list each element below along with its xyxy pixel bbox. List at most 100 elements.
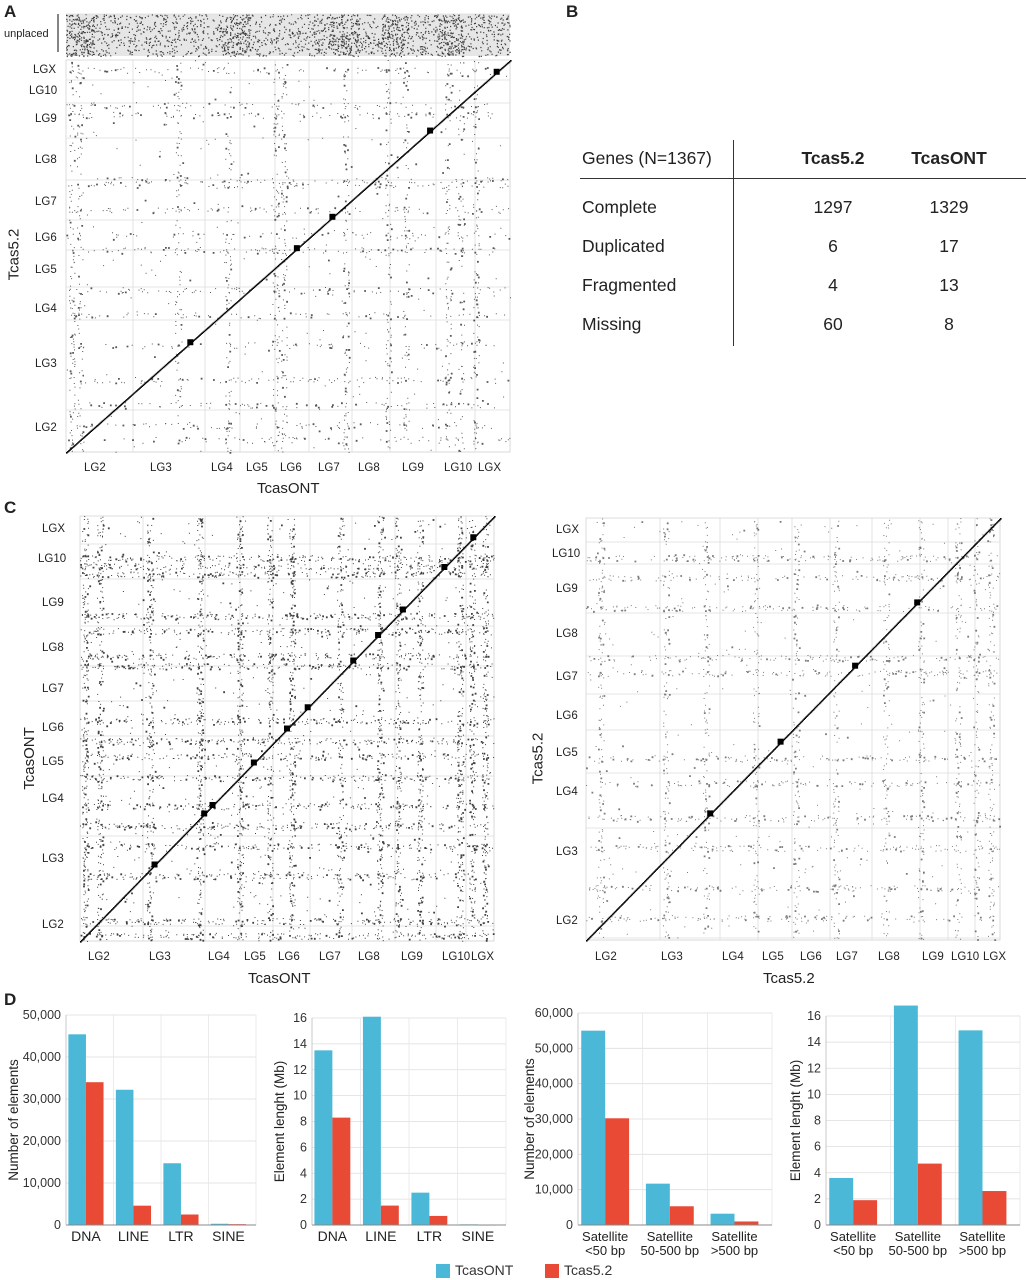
y-tick-label: 20,000 (23, 1134, 61, 1148)
legend-item-tcas52: Tcas5.2 (544, 1262, 612, 1279)
y-tick-label: 40,000 (535, 1077, 573, 1091)
y-tick-label: 6 (814, 1140, 821, 1154)
dotplot-a-ylabel: LG5 (35, 264, 57, 276)
x-tick-label: SINE (212, 1228, 245, 1244)
bar (829, 1177, 854, 1225)
dotplot-c2-ylabel: LG3 (556, 846, 578, 858)
legend-item-tcasont: TcasONT (436, 1262, 517, 1279)
dotplot-a-ylabel: LG8 (35, 154, 57, 166)
dotplot-a-xlabel: LG9 (402, 462, 424, 474)
y-tick-label: 10 (293, 1089, 307, 1103)
dotplot-c1-ylabel: LGX (42, 523, 66, 535)
busco-cell: Duplicated (582, 236, 665, 256)
unplaced-band (66, 14, 510, 56)
dotplot-c2: LGX LG10 LG9 LG8 LG7 LG6 LG5 LG4 LG3 LG2… (520, 500, 1026, 995)
y-tick-label: 16 (807, 1009, 821, 1023)
x-tick-label: 50-500 bp (641, 1243, 700, 1258)
bar (314, 1050, 333, 1225)
busco-header-tcas52: Tcas5.2 (801, 148, 865, 168)
dotplot-a-xlabel: LGX (478, 462, 502, 474)
duplication-block (777, 738, 784, 745)
dotplot-c2-ylabel: LG9 (556, 583, 578, 595)
dotplot-c1-canvas (79, 515, 496, 943)
dotplot-a-y-title: Tcas5.2 (5, 228, 23, 281)
y-tick-label: 2 (300, 1192, 307, 1206)
bar-charts: 0 10,000 20,000 30,000 40,000 50,000 DNA LINE LT… (6, 1005, 1021, 1258)
dotplot-c2-canvas (585, 517, 1002, 942)
y-tick-label: 10 (807, 1087, 821, 1101)
dotplot-a: unplaced LGX LG10 LG9 LG8 LG7 LG6 LG5 LG… (0, 0, 520, 500)
y-tick-label: 50,000 (23, 1008, 61, 1022)
duplication-block (201, 810, 208, 817)
x-tick-label: LINE (118, 1228, 149, 1244)
dotplot-a-xlabel: LG4 (211, 462, 233, 474)
duplication-block (470, 534, 477, 541)
duplication-block (375, 632, 382, 638)
bar (710, 1213, 735, 1225)
dotplot-c1-x-title: TcasONT (248, 970, 311, 987)
busco-header-rule (580, 178, 1026, 179)
dotplot-c2-xlabel: LG6 (800, 951, 822, 963)
dotplot-c1-ylabel: LG4 (42, 793, 64, 805)
duplication-block (151, 861, 158, 868)
bar (85, 1082, 104, 1225)
dotplot-c1-y-title: TcasONT (20, 727, 38, 790)
x-tick-label: SINE (462, 1228, 495, 1244)
busco-cell: 1297 (813, 197, 853, 217)
busco-cell: Complete (582, 197, 657, 217)
busco-cell: Missing (582, 314, 642, 334)
x-tick-label: Satellite (830, 1229, 876, 1244)
unplaced-dots (66, 14, 511, 58)
dotplot-c2-x-title: Tcas5.2 (763, 970, 815, 987)
y-tick-label: 12 (293, 1063, 307, 1077)
dotplot-c2-y-title: Tcas5.2 (529, 732, 547, 785)
y-tick-label: 2 (814, 1192, 821, 1206)
bar (411, 1192, 430, 1225)
dotplot-c2-xlabel: LG2 (595, 951, 617, 963)
dotplot-a-ylabel: LG6 (35, 232, 57, 244)
dotplot-a-canvas (57, 13, 512, 454)
dotplot-c2-xlabel: LG4 (722, 951, 744, 963)
bar (958, 1030, 983, 1225)
dotplot-a-xlabel: LG10 (444, 462, 473, 474)
duplication-block (329, 213, 336, 220)
x-tick-label: LTR (417, 1228, 442, 1244)
y-tick-label: 50,000 (535, 1041, 573, 1055)
unplaced-label: unplaced (4, 28, 49, 40)
y-tick-label: 8 (300, 1115, 307, 1129)
legend: TcasONT Tcas5.2 (436, 1262, 612, 1279)
dotplot-c2-ylabel: LG7 (556, 671, 578, 683)
busco-cell: 4 (828, 275, 838, 295)
duplication-block (914, 599, 921, 606)
busco-header-genes: Genes (N=1367) (582, 148, 712, 168)
dotplot-c1-ylabel: LG10 (38, 553, 67, 565)
duplication-block (493, 68, 500, 75)
legend-label: TcasONT (455, 1262, 514, 1278)
y-tick-label: 0 (814, 1218, 821, 1232)
dotplot-c1-ylabel: LG5 (42, 756, 64, 768)
dotplot-c2-ylabel: LG4 (556, 786, 578, 798)
x-tick-label: LINE (365, 1228, 396, 1244)
bar (180, 1214, 199, 1225)
y-tick-label: 10,000 (23, 1176, 61, 1190)
x-tick-label: Satellite (895, 1229, 941, 1244)
dotplot-c2-xlabel: LG7 (836, 951, 858, 963)
bar (133, 1205, 152, 1225)
table-row: Complete 1297 1329 (576, 197, 1026, 236)
dotplot-a-ylabel: LG7 (35, 196, 57, 208)
dotplot-c1-ylabel: LG8 (42, 642, 64, 654)
y-tick-label: 0 (300, 1218, 307, 1232)
dotplot-c2-ylabel: LG2 (556, 915, 578, 927)
dotplot-c1-ylabel: LG6 (42, 722, 64, 734)
duplication-block (427, 127, 434, 134)
duplication-block (209, 802, 216, 808)
busco-header-tcasont: TcasONT (911, 148, 987, 168)
y-tick-label: 10,000 (535, 1183, 573, 1197)
busco-cell: 8 (944, 314, 954, 334)
dotplot-c1-xlabel: LG4 (208, 951, 230, 963)
dotplot-c2-xlabel: LG10 (951, 951, 980, 963)
duplication-block (399, 606, 406, 613)
legend-swatch-tcas52 (544, 1264, 559, 1279)
busco-column-rule (733, 140, 734, 346)
bar (210, 1223, 229, 1225)
